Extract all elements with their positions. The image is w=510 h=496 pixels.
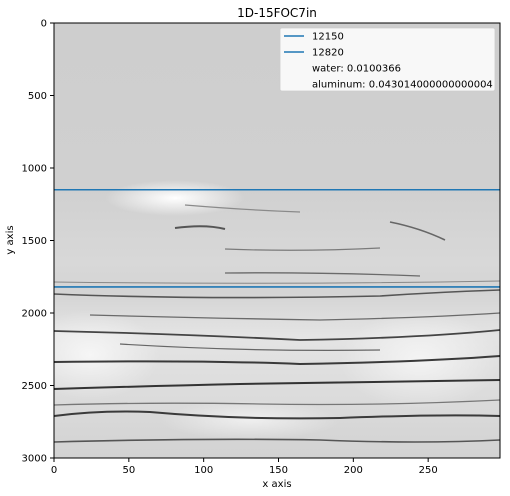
- y-tick-label: 500: [28, 91, 47, 102]
- x-tick-label: 200: [344, 465, 363, 476]
- heatmap-bright-region: [105, 180, 245, 216]
- heatmap-dark-streak: [54, 438, 500, 443]
- x-tick-label: 50: [122, 465, 135, 476]
- x-axis-ticks: 0 50 100 150 200 250: [51, 458, 438, 476]
- heatmap-dark-streak: [54, 379, 500, 390]
- horizontal-lines: [54, 188, 500, 288]
- x-tick-label: 100: [194, 465, 213, 476]
- y-axis-label: y axis: [5, 225, 16, 254]
- heatmap-dark-streak: [224, 272, 421, 277]
- heatmap-dark-streak: [119, 343, 381, 351]
- legend-box: [279, 27, 496, 92]
- y-tick-label: 2000: [22, 309, 47, 320]
- x-tick-label: 0: [51, 465, 57, 476]
- heatmap-dark-streak: [389, 221, 446, 241]
- legend-entry-label: 12150: [312, 32, 344, 43]
- x-tick-label: 150: [269, 465, 288, 476]
- heatmap-dark-streak: [174, 225, 226, 230]
- y-tick-label: 0: [41, 19, 47, 30]
- legend-entry-label: aluminum: 0.043014000000000004: [312, 80, 493, 91]
- legend-entries: 12150 12820 water: 0.0100366 aluminum: 0.04…: [284, 32, 493, 91]
- chart-title: 1D-15FOC7in: [237, 6, 317, 20]
- heatmap-bright-region: [160, 400, 340, 440]
- plot-area: [54, 23, 500, 458]
- x-axis-label: x axis: [262, 479, 291, 490]
- legend: 12150 12820 water: 0.0100366 aluminum: 0.04…: [279, 27, 496, 92]
- y-tick-label: 1500: [22, 236, 47, 247]
- heatmap-dark-streak: [224, 247, 381, 251]
- legend-entry-label: water: 0.0100366: [312, 64, 401, 75]
- y-tick-label: 2500: [22, 381, 47, 392]
- heatmap-dark-streak: [54, 410, 500, 420]
- heatmap-dark-streak: [54, 329, 500, 341]
- heatmap-dark-streak: [54, 289, 500, 299]
- y-axis-ticks: 0 500 1000 1500 2000 2500 3000: [22, 19, 54, 465]
- x-tick-label: 250: [419, 465, 438, 476]
- y-tick-label: 3000: [22, 454, 47, 465]
- heatmap-dark-streak: [89, 312, 500, 321]
- heatmap-dark-streak: [54, 280, 500, 284]
- heatmap-dark-streak: [54, 399, 500, 406]
- heatmap-dark-streak: [184, 204, 301, 213]
- legend-entry-label: 12820: [312, 48, 344, 59]
- y-tick-label: 1000: [22, 164, 47, 175]
- heatmap-dark-streak: [54, 355, 500, 366]
